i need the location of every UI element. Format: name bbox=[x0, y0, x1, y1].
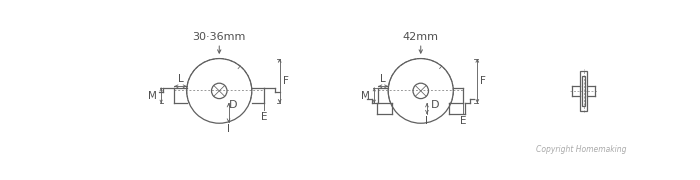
Text: E: E bbox=[460, 116, 467, 126]
Text: D: D bbox=[430, 100, 440, 110]
Bar bbox=[580, 71, 587, 111]
Text: I: I bbox=[426, 116, 428, 126]
Text: 42mm: 42mm bbox=[402, 32, 439, 42]
Text: L: L bbox=[178, 74, 183, 84]
Text: M: M bbox=[361, 91, 370, 100]
Text: E: E bbox=[261, 112, 267, 122]
Text: 30·36mm: 30·36mm bbox=[193, 32, 246, 42]
Text: M: M bbox=[148, 91, 157, 100]
Text: Copyright Homemaking: Copyright Homemaking bbox=[536, 145, 626, 154]
Text: D: D bbox=[230, 100, 238, 110]
Text: L: L bbox=[380, 74, 386, 84]
Bar bbox=[582, 76, 585, 105]
Text: F: F bbox=[283, 76, 288, 86]
Text: I: I bbox=[227, 124, 230, 134]
Text: F: F bbox=[480, 76, 486, 86]
